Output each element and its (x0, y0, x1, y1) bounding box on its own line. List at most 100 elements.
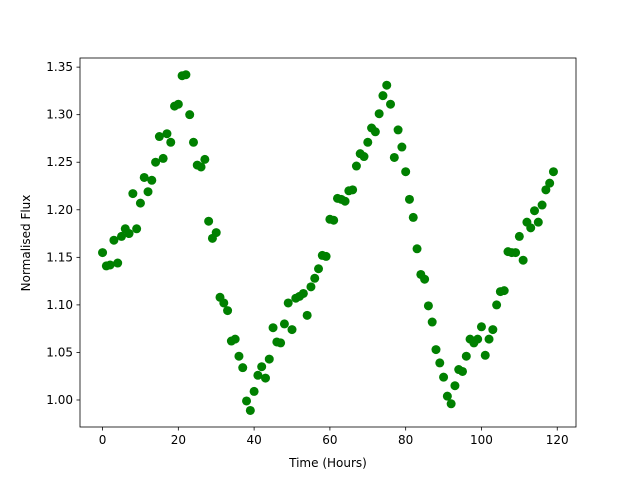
data-point (386, 99, 396, 109)
y-tick-label: 1.10 (46, 298, 73, 312)
data-point (420, 274, 430, 284)
y-tick-label: 1.05 (46, 345, 73, 359)
data-point (128, 189, 138, 199)
data-point (249, 386, 259, 396)
data-point (116, 231, 126, 241)
data-point (196, 162, 206, 172)
data-point (310, 273, 320, 283)
data-point (378, 91, 388, 101)
data-point (533, 217, 543, 227)
data-point (488, 325, 498, 335)
data-point (287, 325, 297, 335)
data-point (264, 354, 274, 364)
y-axis-label: Normalised Flux (19, 195, 33, 292)
data-point (200, 154, 210, 164)
data-point (151, 157, 161, 167)
data-point (530, 206, 540, 216)
data-point (537, 200, 547, 210)
data-point (351, 161, 361, 171)
data-point (188, 137, 198, 147)
data-point (105, 260, 115, 270)
data-point (370, 127, 380, 137)
data-point (211, 228, 221, 238)
data-point (181, 70, 191, 80)
x-tick-label: 120 (546, 433, 569, 447)
data-point (458, 366, 468, 376)
data-point (476, 322, 486, 332)
data-point (173, 99, 183, 109)
data-point (401, 167, 411, 177)
x-tick-label: 60 (322, 433, 337, 447)
data-point (431, 345, 441, 355)
data-point (238, 363, 248, 373)
y-tick-label: 1.30 (46, 108, 73, 122)
data-point (124, 229, 134, 239)
data-point (435, 358, 445, 368)
data-point (408, 212, 418, 222)
data-point (340, 196, 350, 206)
data-point (253, 370, 263, 380)
data-point (548, 167, 558, 177)
data-point (98, 248, 108, 258)
data-point (321, 251, 331, 261)
y-tick-label: 1.35 (46, 60, 73, 74)
data-point (359, 152, 369, 162)
data-point (109, 235, 119, 245)
data-point (329, 215, 339, 225)
data-point (473, 334, 483, 344)
data-point (139, 172, 149, 182)
data-point (234, 351, 244, 361)
data-point (423, 301, 433, 311)
data-point (389, 152, 399, 162)
data-point (298, 288, 308, 298)
data-point (279, 319, 289, 329)
data-point (204, 216, 214, 226)
data-point (363, 137, 373, 147)
data-point (348, 185, 358, 195)
data-point (162, 129, 172, 139)
data-point (526, 223, 536, 233)
data-point (514, 231, 524, 241)
x-tick-label: 20 (171, 433, 186, 447)
x-tick-label: 40 (246, 433, 261, 447)
data-point (439, 372, 449, 382)
data-point (541, 185, 551, 195)
y-tick-label: 1.15 (46, 250, 73, 264)
data-point (302, 310, 312, 320)
data-point (545, 178, 555, 188)
data-point (158, 153, 168, 163)
data-point (223, 306, 233, 316)
data-point (374, 109, 384, 119)
data-point (511, 248, 521, 258)
data-point (484, 334, 494, 344)
data-point (283, 298, 293, 308)
data-point (132, 224, 142, 234)
data-point (135, 198, 145, 208)
data-point (382, 80, 392, 90)
data-point (412, 244, 422, 254)
x-tick-label: 0 (99, 433, 107, 447)
plot-frame (79, 57, 577, 428)
data-point (113, 258, 123, 268)
data-point (404, 194, 414, 204)
data-point (518, 255, 528, 265)
x-tick-label: 100 (470, 433, 493, 447)
data-point (480, 350, 490, 360)
data-point (260, 373, 270, 383)
data-point (499, 286, 509, 296)
data-point (276, 338, 286, 348)
data-point (446, 399, 456, 409)
data-point (143, 187, 153, 197)
x-axis-label: Time (Hours) (288, 456, 367, 470)
data-point (147, 175, 157, 185)
data-point (268, 323, 278, 333)
data-point (219, 298, 229, 308)
x-tick-label: 80 (398, 433, 413, 447)
data-point (461, 351, 471, 361)
data-point (314, 264, 324, 274)
data-point (442, 391, 452, 401)
data-point (245, 405, 255, 415)
data-point (257, 362, 267, 372)
data-point (185, 110, 195, 120)
